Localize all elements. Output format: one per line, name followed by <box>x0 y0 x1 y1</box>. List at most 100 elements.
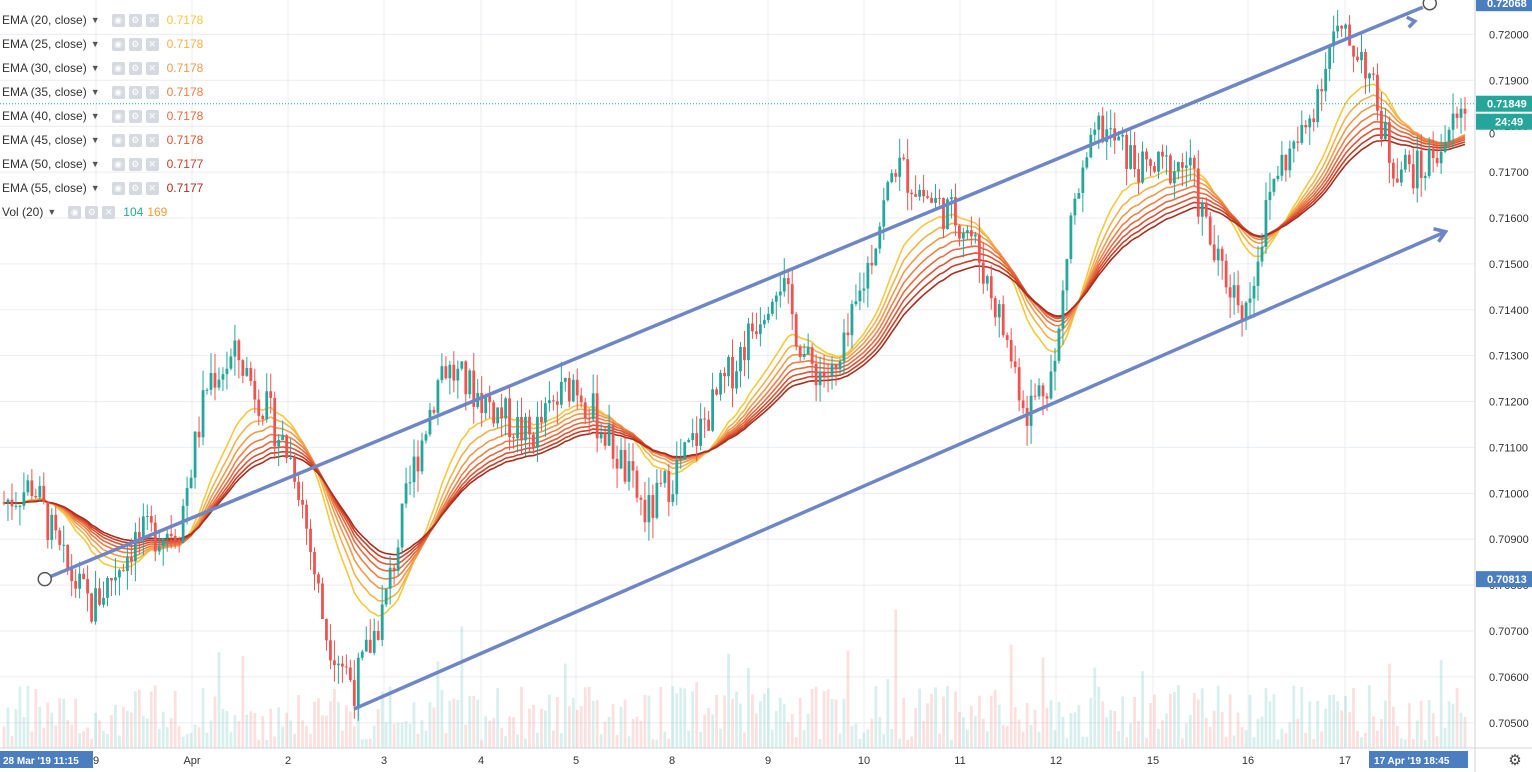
candle-body <box>94 588 97 622</box>
channel-anchor-end[interactable] <box>1422 0 1437 11</box>
eye-icon[interactable]: ◉ <box>111 61 125 75</box>
candle-body <box>1387 122 1391 163</box>
chevron-down-icon[interactable]: ▼ <box>90 183 100 193</box>
volume-bar <box>356 705 360 748</box>
candle-body <box>858 290 862 302</box>
legend-row-volume[interactable]: Vol (20) ▼ ◉ ⚙ ✕ 104 169 <box>2 200 203 224</box>
price-tick-label: 0.71500 <box>1489 259 1529 271</box>
candle-body <box>814 363 818 386</box>
eye-icon[interactable]: ◉ <box>68 205 82 219</box>
volume-bar <box>655 739 659 748</box>
indicator-legend: EMA (20, close) ▼ ◉ ⚙ ✕ 0.7178 EMA (25, close)… <box>2 8 203 224</box>
chevron-down-icon[interactable]: ▼ <box>90 63 100 73</box>
gear-icon[interactable]: ⚙ <box>128 13 142 27</box>
gear-icon[interactable]: ⚙ <box>128 157 142 171</box>
close-icon[interactable]: ✕ <box>145 157 159 171</box>
chevron-down-icon[interactable]: ▼ <box>90 39 100 49</box>
candle-body <box>838 361 842 370</box>
eye-icon[interactable]: ◉ <box>111 133 125 147</box>
candle-body <box>58 530 62 545</box>
gear-icon[interactable]: ⚙ <box>128 181 142 195</box>
volume-bar <box>149 691 153 748</box>
close-icon[interactable]: ✕ <box>102 205 116 219</box>
candle-body <box>615 458 619 469</box>
volume-bar <box>1340 710 1343 748</box>
candle-body <box>723 372 726 377</box>
chevron-down-icon[interactable]: ▼ <box>90 159 100 169</box>
candle-body <box>456 368 460 381</box>
chevron-down-icon[interactable]: ▼ <box>90 111 100 121</box>
ema-line <box>3 104 1466 590</box>
gear-icon[interactable]: ⚙ <box>128 109 142 123</box>
eye-icon[interactable]: ◉ <box>111 37 125 51</box>
candle-body <box>1304 124 1308 128</box>
price-axis[interactable]: 0.720000.719000.718000.717000.716000.715… <box>1474 0 1532 772</box>
gear-icon[interactable]: ⚙ <box>128 61 142 75</box>
volume-bar <box>376 708 380 748</box>
volume-bar <box>962 717 965 748</box>
trend-channel[interactable] <box>37 0 1449 711</box>
candle-body <box>1180 162 1184 168</box>
close-icon[interactable]: ✕ <box>145 109 159 123</box>
eye-icon[interactable]: ◉ <box>111 181 125 195</box>
eye-icon[interactable]: ◉ <box>111 85 125 99</box>
candle-body <box>882 200 886 227</box>
candle-body <box>133 532 137 562</box>
volume-bar <box>723 695 726 748</box>
legend-row-ema[interactable]: EMA (55, close) ▼ ◉ ⚙ ✕ 0.7177 <box>2 176 203 200</box>
legend-row-ema[interactable]: EMA (35, close) ▼ ◉ ⚙ ✕ 0.7178 <box>2 80 203 104</box>
candle-body <box>1153 166 1156 172</box>
channel-lower-line[interactable] <box>353 230 1447 711</box>
gear-icon[interactable]: ⚙ <box>1508 752 1522 769</box>
time-tick-label: 9 <box>93 755 99 767</box>
candle-body <box>619 449 623 469</box>
legend-row-ema[interactable]: EMA (25, close) ▼ ◉ ⚙ ✕ 0.7178 <box>2 32 203 56</box>
time-axis[interactable]: 9 Apr 2 3 4 5 8 9 10 11 12 15 16 17 28 Mar '19 11:15 17… <box>0 747 1532 768</box>
candle-body <box>770 301 774 314</box>
close-icon[interactable]: ✕ <box>145 85 159 99</box>
candle-body <box>209 373 213 390</box>
legend-row-ema[interactable]: EMA (20, close) ▼ ◉ ⚙ ✕ 0.7178 <box>2 8 203 32</box>
eye-icon[interactable]: ◉ <box>111 109 125 123</box>
gear-icon[interactable]: ⚙ <box>128 133 142 147</box>
chevron-down-icon[interactable]: ▼ <box>90 15 100 25</box>
candle-body <box>1081 167 1085 193</box>
volume-bar <box>1463 716 1467 748</box>
volume-bar <box>1324 708 1328 748</box>
chevron-down-icon[interactable]: ▼ <box>90 87 100 97</box>
legend-row-ema[interactable]: EMA (50, close) ▼ ◉ ⚙ ✕ 0.7177 <box>2 152 203 176</box>
legend-row-ema[interactable]: EMA (30, close) ▼ ◉ ⚙ ✕ 0.7178 <box>2 56 203 80</box>
volume-bar <box>540 708 543 748</box>
eye-icon[interactable]: ◉ <box>111 157 125 171</box>
candle-body <box>265 391 269 420</box>
chevron-down-icon[interactable]: ▼ <box>90 135 100 145</box>
volume-bar <box>440 689 444 748</box>
candle-body <box>50 514 54 540</box>
close-icon[interactable]: ✕ <box>145 61 159 75</box>
candle-body <box>1204 202 1208 217</box>
candle-body <box>110 578 113 581</box>
eye-icon[interactable]: ◉ <box>111 13 125 27</box>
gear-icon[interactable]: ⚙ <box>85 205 99 219</box>
channel-anchor-start[interactable] <box>37 571 52 587</box>
candle-body <box>269 391 273 398</box>
close-icon[interactable]: ✕ <box>145 37 159 51</box>
close-icon[interactable]: ✕ <box>145 133 159 147</box>
chevron-down-icon[interactable]: ▼ <box>47 207 57 217</box>
legend-row-ema[interactable]: EMA (40, close) ▼ ◉ ⚙ ✕ 0.7178 <box>2 104 203 128</box>
close-icon[interactable]: ✕ <box>145 13 159 27</box>
candle-body <box>1176 162 1180 172</box>
volume-bar <box>1435 736 1439 748</box>
gear-icon[interactable]: ⚙ <box>128 37 142 51</box>
legend-value: 0.7178 <box>166 13 204 27</box>
candle-body <box>404 483 408 504</box>
candle-body <box>508 398 511 438</box>
close-icon[interactable]: ✕ <box>145 181 159 195</box>
candle-body <box>862 288 866 291</box>
channel-upper-line[interactable] <box>43 5 1424 581</box>
gear-icon[interactable]: ⚙ <box>128 85 142 99</box>
volume-bar <box>1284 733 1288 748</box>
legend-row-ema[interactable]: EMA (45, close) ▼ ◉ ⚙ ✕ 0.7178 <box>2 128 203 152</box>
